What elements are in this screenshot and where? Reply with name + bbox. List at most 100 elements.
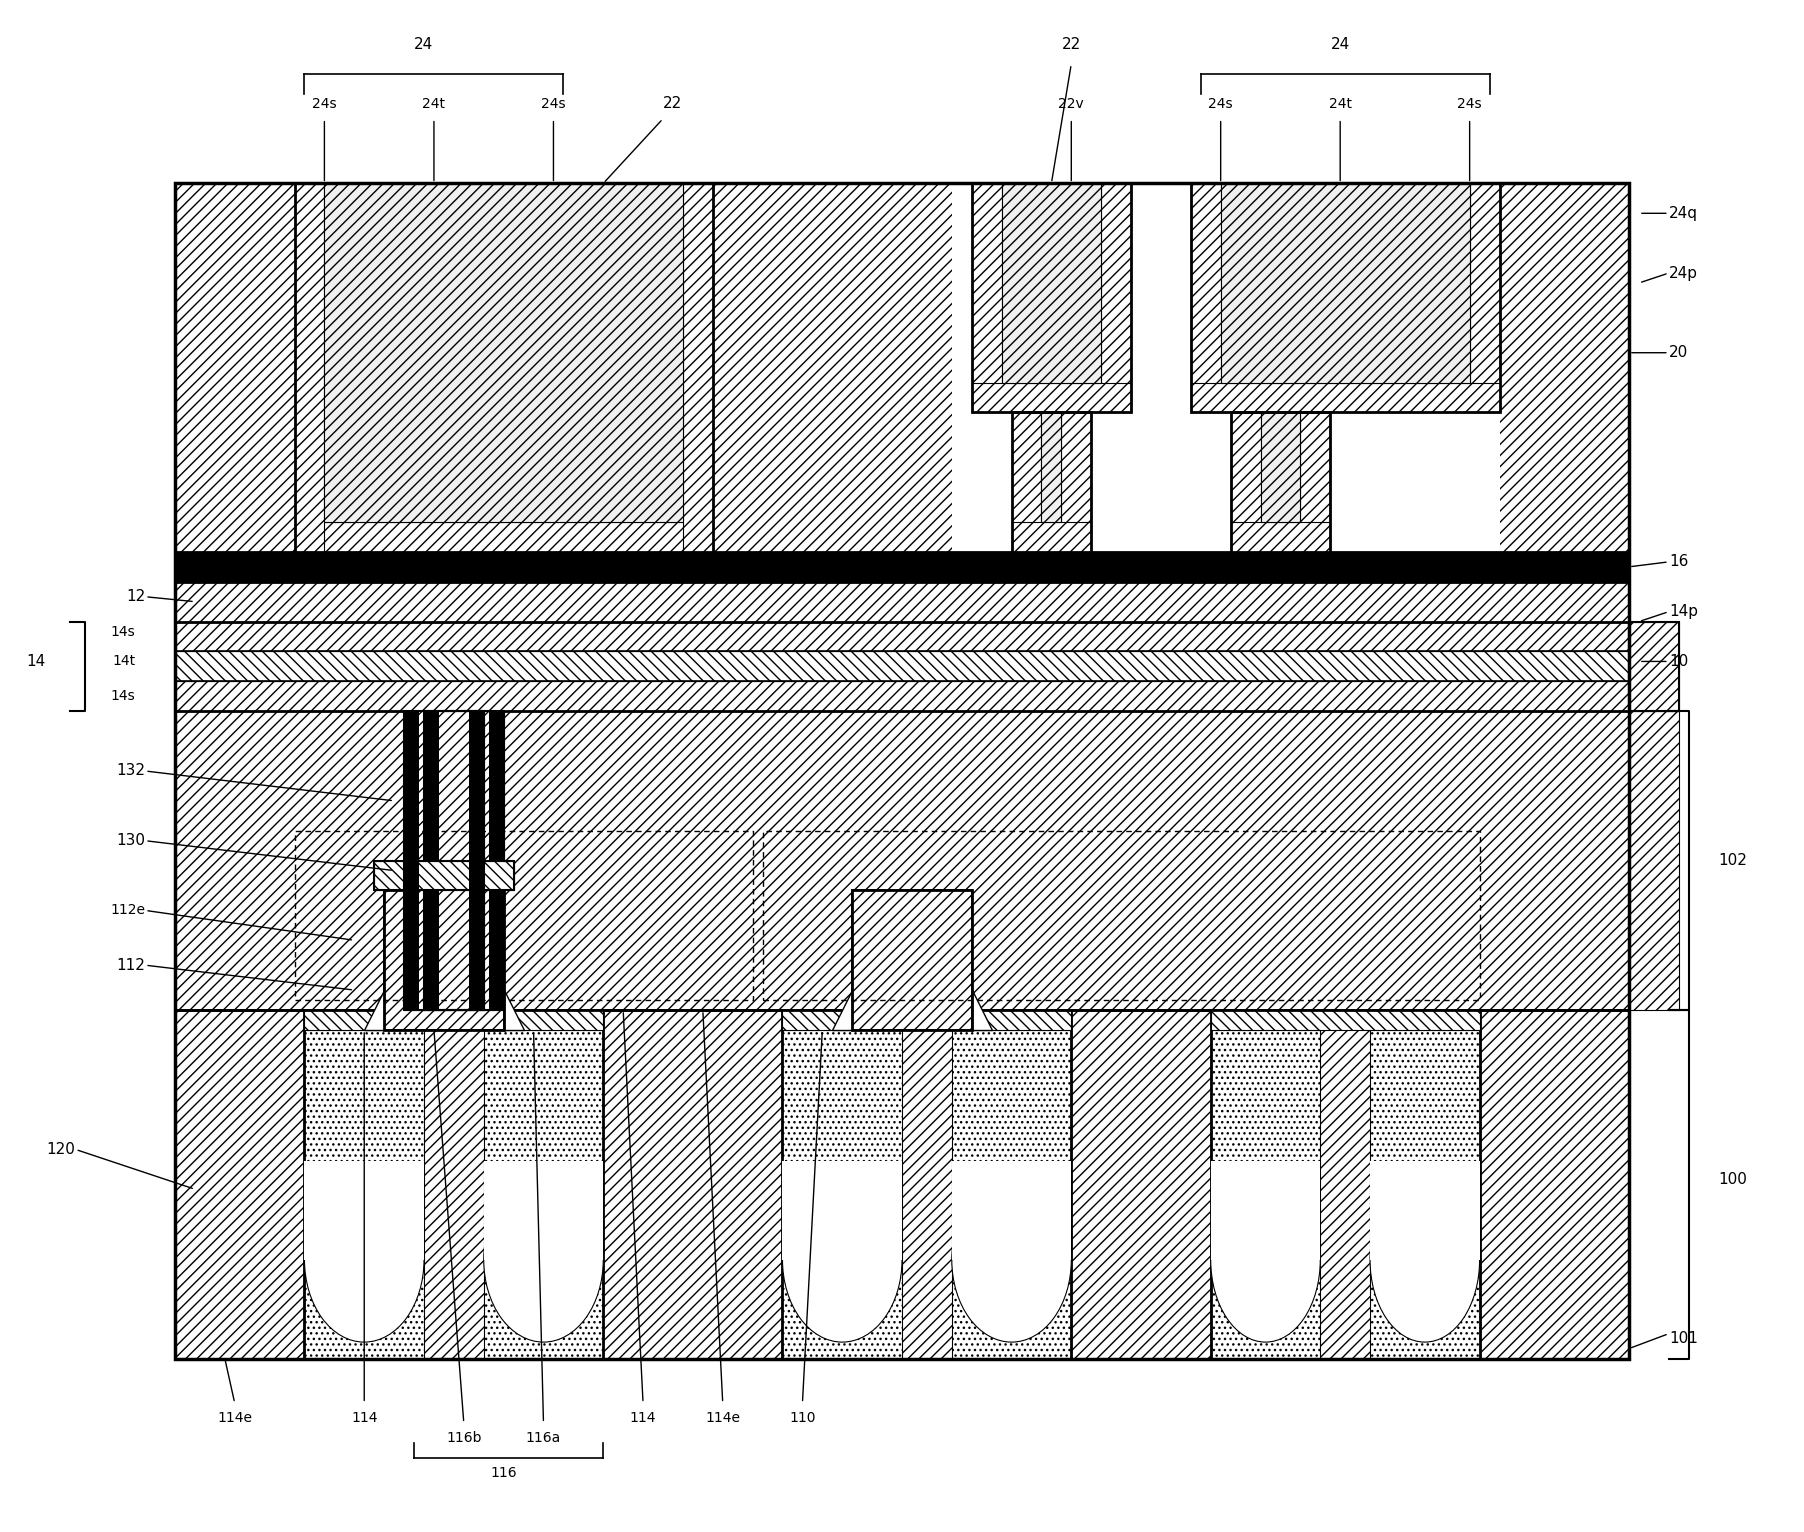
Bar [1629, 711, 1680, 1010]
Bar [953, 1161, 1072, 1259]
Bar [384, 890, 503, 1030]
Ellipse shape [1369, 1178, 1479, 1342]
Bar [424, 711, 438, 1010]
Bar [1191, 184, 1499, 412]
Bar [294, 184, 325, 552]
Text: 12: 12 [126, 590, 144, 604]
Text: 132: 132 [115, 763, 144, 778]
Text: 22: 22 [1063, 37, 1081, 52]
Text: 24t: 24t [1330, 97, 1351, 110]
Text: 130: 130 [115, 833, 144, 849]
Bar [1629, 622, 1680, 711]
Polygon shape [972, 990, 992, 1030]
Text: 24q: 24q [1669, 205, 1698, 221]
Bar [424, 711, 503, 1010]
Text: 116: 116 [491, 1466, 518, 1480]
Text: 14s: 14s [110, 625, 135, 639]
Bar [851, 890, 972, 1030]
Bar [1061, 412, 1091, 552]
Bar [1230, 412, 1261, 552]
Bar [972, 184, 1131, 412]
Bar [1369, 1030, 1479, 1359]
Bar [175, 622, 1629, 651]
Bar [1001, 184, 1100, 383]
Bar [684, 184, 713, 552]
Bar [175, 1010, 305, 1359]
Text: 24t: 24t [422, 97, 446, 110]
Text: 16: 16 [1669, 555, 1689, 570]
Polygon shape [364, 990, 384, 1030]
Bar [489, 711, 503, 1010]
Text: 24s: 24s [541, 97, 566, 110]
Bar [1191, 184, 1221, 412]
Text: 24: 24 [1331, 37, 1349, 52]
Bar [373, 861, 514, 890]
Bar [603, 1010, 783, 1359]
Text: 24p: 24p [1669, 265, 1698, 280]
Bar [325, 184, 684, 522]
Bar [483, 1161, 603, 1259]
Bar [175, 184, 1629, 1359]
Bar [1210, 1030, 1321, 1359]
Text: 114: 114 [352, 1411, 377, 1425]
Bar [1012, 522, 1091, 552]
Bar [175, 552, 1629, 582]
Bar [1100, 184, 1131, 412]
Bar [1629, 622, 1680, 711]
Bar [972, 184, 1001, 412]
Bar [294, 184, 713, 552]
Bar [404, 711, 483, 1010]
Text: 24: 24 [415, 37, 433, 52]
Bar [1210, 1010, 1479, 1030]
Text: 24s: 24s [1209, 97, 1232, 110]
Bar [953, 1161, 1072, 1259]
Bar [972, 184, 1131, 412]
Bar [1230, 522, 1330, 552]
Text: 14s: 14s [110, 689, 135, 703]
Text: 112: 112 [115, 958, 144, 973]
Bar [1470, 184, 1499, 412]
Bar [1012, 412, 1041, 552]
Bar [175, 711, 1629, 1010]
Bar [305, 1030, 424, 1359]
Text: 114e: 114e [216, 1411, 253, 1425]
Bar [1230, 412, 1330, 552]
Bar [175, 582, 1629, 622]
Bar [305, 1161, 424, 1259]
Bar [1479, 1010, 1629, 1359]
Bar [1012, 412, 1091, 552]
Bar [1041, 412, 1061, 522]
Bar [175, 1010, 1629, 1359]
Text: 110: 110 [788, 1411, 815, 1425]
Ellipse shape [783, 1178, 902, 1342]
Polygon shape [832, 990, 851, 1030]
Bar [175, 682, 1629, 711]
Text: 10: 10 [1669, 654, 1689, 669]
Bar [404, 711, 483, 1010]
Bar [851, 890, 972, 1030]
Text: 22v: 22v [1059, 97, 1084, 110]
Bar [953, 1030, 1072, 1359]
Bar [373, 861, 514, 890]
Bar [1221, 184, 1470, 383]
Bar [1369, 1161, 1479, 1259]
Bar [469, 711, 483, 1010]
Text: 120: 120 [47, 1141, 76, 1157]
Bar [305, 1010, 603, 1030]
Bar [603, 1010, 783, 1359]
Bar [305, 1161, 424, 1259]
Text: 112e: 112e [110, 904, 144, 918]
Ellipse shape [483, 1178, 603, 1342]
Bar [953, 184, 1499, 552]
Ellipse shape [1210, 1178, 1321, 1342]
Ellipse shape [305, 1178, 424, 1342]
Bar [783, 1161, 902, 1259]
Bar [1369, 1161, 1479, 1259]
Bar [1230, 412, 1330, 552]
Text: 100: 100 [1719, 1172, 1748, 1187]
Text: 114: 114 [630, 1411, 657, 1425]
Bar [783, 1010, 1072, 1030]
Bar [783, 1030, 902, 1359]
Bar [384, 890, 503, 1030]
Text: 116b: 116b [446, 1431, 482, 1445]
